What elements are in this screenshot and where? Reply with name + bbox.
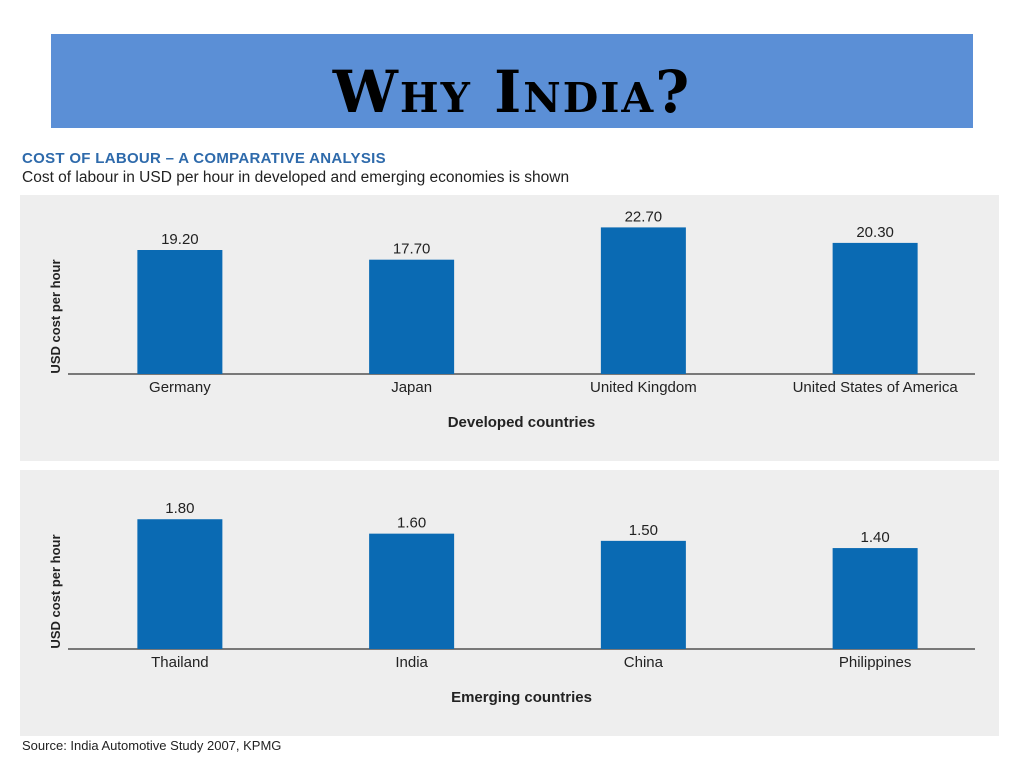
category-label: United Kingdom — [590, 379, 697, 396]
x-axis-label: Emerging countries — [451, 689, 592, 706]
emerging-bar-chart: USD cost per hour 1.80 Thailand 1.60 India 1.… — [48, 500, 975, 706]
bar-united-states-of-america — [832, 242, 918, 374]
y-axis-label: USD cost per hour — [48, 259, 63, 373]
bar-value-label: 19.20 — [161, 231, 199, 248]
chart-heading: COST OF LABOUR – A COMPARATIVE ANALYSIS — [22, 150, 386, 167]
bar-value-label: 1.60 — [397, 515, 426, 532]
bar-japan — [369, 259, 455, 374]
bar-thailand — [137, 519, 223, 649]
category-label: United States of America — [793, 379, 959, 396]
category-label: India — [395, 654, 428, 671]
category-label: Japan — [391, 379, 432, 396]
bar-value-label: 1.80 — [165, 500, 194, 517]
bar-united-kingdom — [600, 227, 686, 374]
bar-germany — [137, 250, 223, 374]
chart-subheading: Cost of labour in USD per hour in develo… — [22, 169, 570, 186]
category-label: Philippines — [839, 654, 912, 671]
title-banner: Why India? — [51, 34, 973, 128]
category-label: Thailand — [151, 654, 209, 671]
bar-value-label: 1.50 — [629, 522, 658, 539]
bar-value-label: 22.70 — [625, 208, 663, 225]
bar-china — [600, 540, 686, 649]
bar-india — [369, 533, 455, 649]
category-label: Germany — [149, 379, 211, 396]
developed-chart-panel: USD cost per hour 19.20 Germany 17.70 Japan 2… — [20, 195, 999, 461]
y-axis-label: USD cost per hour — [48, 534, 63, 648]
emerging-chart-panel: USD cost per hour 1.80 Thailand 1.60 India 1.… — [20, 470, 999, 736]
category-label: China — [624, 654, 664, 671]
bar-value-label: 20.30 — [856, 224, 894, 241]
developed-bar-chart: USD cost per hour 19.20 Germany 17.70 Japan 2… — [48, 208, 975, 431]
bar-philippines — [832, 548, 918, 649]
bar-value-label: 1.40 — [861, 529, 890, 546]
x-axis-label: Developed countries — [448, 414, 596, 431]
source-note: Source: India Automotive Study 2007, KPM… — [22, 738, 282, 753]
bar-value-label: 17.70 — [393, 241, 431, 258]
slide-title: Why India? — [332, 58, 692, 126]
